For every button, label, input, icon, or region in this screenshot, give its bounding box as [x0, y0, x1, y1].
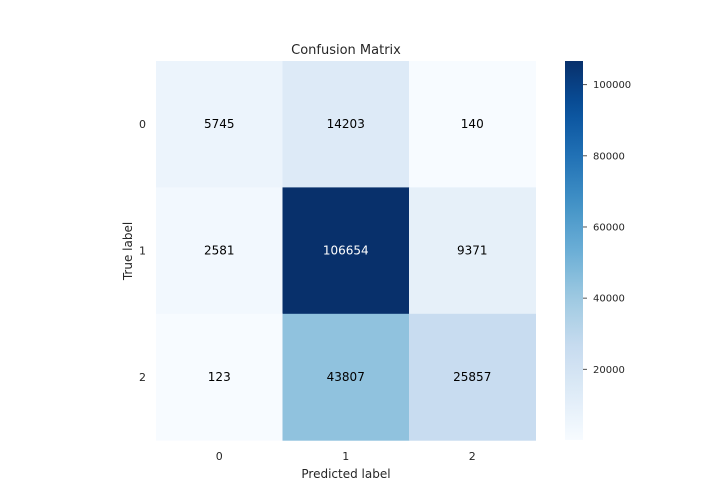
heatmap-cell: [282, 61, 410, 188]
heatmap-cells: 5745 14203 140 2581 106654 9371 123 43807 25857: [156, 61, 536, 441]
cell-value-label: 9371: [457, 244, 488, 258]
colorbar-tick-label: 60000: [593, 222, 625, 233]
heatmap-cell: [409, 61, 536, 188]
cell-value-label: 25857: [453, 370, 491, 384]
y-tick-label: 0: [139, 118, 146, 131]
colorbar-ticks: 20000 40000 60000 80000 100000: [583, 80, 631, 376]
cell-value-label: 106654: [323, 244, 369, 258]
cell-value-label: 2581: [204, 244, 235, 258]
colorbar-tick-label: 100000: [593, 80, 631, 91]
cell-value-label: 123: [208, 370, 231, 384]
y-tick-label: 1: [139, 245, 146, 258]
chart-title: Confusion Matrix: [291, 43, 401, 58]
heatmap-cell: [409, 187, 536, 315]
colorbar: [565, 61, 583, 440]
cell-value-label: 43807: [327, 370, 365, 384]
x-tick-label: 2: [469, 450, 476, 463]
heatmap-cell: [156, 187, 283, 315]
heatmap-cell: [409, 313, 536, 441]
x-tick-label: 1: [342, 450, 349, 463]
cell-value-label: 140: [461, 117, 484, 131]
x-axis-label: Predicted label: [301, 467, 390, 481]
x-tick-label: 0: [216, 450, 223, 463]
cell-value-label: 14203: [327, 117, 365, 131]
y-axis-ticks: 0 1 2: [139, 118, 146, 384]
heatmap-cell: [156, 61, 283, 188]
colorbar-tick-label: 40000: [593, 294, 625, 305]
y-axis-label: True label: [121, 222, 135, 281]
heatmap-cell: [282, 187, 410, 315]
heatmap-cell: [156, 313, 283, 441]
colorbar-tick-label: 80000: [593, 151, 625, 162]
cell-value-label: 5745: [204, 117, 235, 131]
heatmap-cell: [282, 313, 410, 441]
colorbar-tick-label: 20000: [593, 365, 625, 376]
x-axis-ticks: 0 1 2: [216, 450, 476, 463]
y-tick-label: 2: [139, 371, 146, 384]
